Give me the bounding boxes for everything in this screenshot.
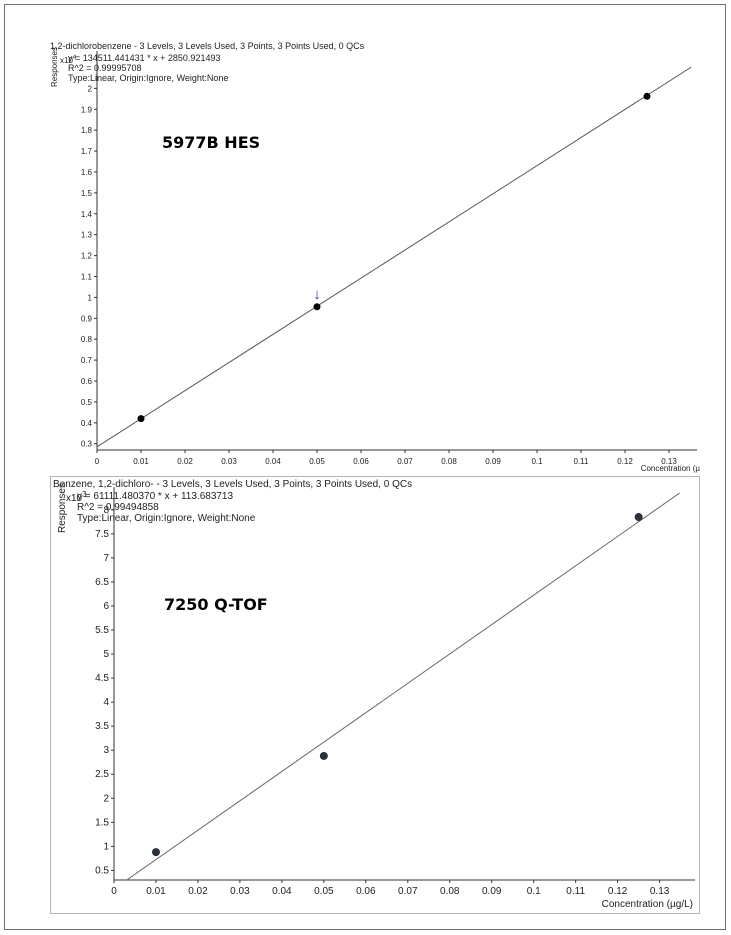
y-tick-label: 1.5 [81, 189, 93, 198]
y-tick-label: 0.6 [81, 377, 93, 386]
y-tick-label: 1.1 [81, 272, 93, 281]
x-tick-label: 0.02 [177, 457, 193, 466]
y-tick-label: 7.5 [95, 529, 109, 540]
y-tick-label: 4.5 [95, 673, 109, 684]
y-tick-label: 1.2 [81, 252, 93, 261]
x-tick-label: 0.08 [440, 886, 460, 897]
x-tick-label: 0.01 [146, 886, 166, 897]
x-tick-label: 0.11 [566, 886, 585, 897]
y-tick-label: 2 [103, 793, 109, 804]
y-tick-label: 0.9 [81, 314, 93, 323]
calibration-plot: 0.5 1 1.5 2 2.5 3 3.5 4 4.5 5 5.5 6 6.5 7 7.5 8 0 0.01 0.0… [57, 483, 695, 910]
x-tick-label: 0.13 [661, 457, 677, 466]
y-tick-label: 0.5 [81, 398, 93, 407]
calibration-plot: 0.3 0.4 0.5 0.6 0.7 0.8 0.9 1 1.1 1.2 1.3 1.4 1.5 1.6… [50, 47, 700, 473]
x-tick-label: 0.07 [398, 886, 418, 897]
y-tick-label: 2.5 [95, 769, 109, 780]
y-tick-label: 4 [103, 697, 109, 708]
data-point [643, 92, 651, 100]
y-tick-label: 0.4 [81, 419, 93, 428]
y-tick-label: 1.8 [81, 126, 93, 135]
x-tick-label: 0.06 [353, 457, 369, 466]
data-point [634, 513, 643, 522]
x-tick-label: 0.09 [482, 886, 502, 897]
x-tick-label: 0.04 [265, 457, 281, 466]
y-tick-label: 8 [103, 505, 109, 516]
x-tick-label: 0.01 [133, 457, 149, 466]
x-tick-label: 0.13 [650, 886, 670, 897]
y-tick-label: 1.3 [81, 231, 93, 240]
y-tick-label: 0.8 [81, 335, 93, 344]
x-tick-label: 0.1 [531, 457, 543, 466]
calibration-panel-top: 1,2-dichlorobenzene - 3 Levels, 3 Levels… [50, 37, 700, 474]
y-tick-label: 3.5 [95, 721, 109, 732]
data-point [313, 303, 321, 311]
calibration-panel-bottom: Benzene, 1,2-dichloro- - 3 Levels, 3 Lev… [50, 476, 700, 914]
y-multiplier: x104 [60, 55, 77, 65]
x-tick-label: 0.1 [527, 886, 541, 897]
fit-type: Type:Linear, Origin:Ignore, Weight:None [68, 73, 229, 83]
x-tick-label: 0.09 [485, 457, 501, 466]
y-multiplier: x103 [66, 490, 87, 504]
r-squared: R^2 = 0.99995708 [68, 63, 142, 73]
x-tick-label: 0.02 [188, 886, 208, 897]
x-axis-label: Concentration (µ [641, 464, 700, 473]
x-tick-label: 0.12 [608, 886, 628, 897]
x-tick-label: 0.03 [230, 886, 250, 897]
data-point [319, 751, 328, 760]
instrument-label: 7250 Q-TOF [164, 595, 268, 614]
fit-line [96, 66, 692, 448]
fit-type: Type:Linear, Origin:Ignore, Weight:None [77, 513, 256, 524]
data-point [137, 415, 145, 423]
chart-title: Benzene, 1,2-dichloro- - 3 Levels, 3 Lev… [53, 479, 413, 490]
data-point [151, 848, 160, 857]
x-tick-label: 0.06 [356, 886, 376, 897]
y-tick-label: 5.5 [95, 625, 109, 636]
r-squared: R^2 = 0.99494858 [77, 502, 159, 513]
x-tick-label: 0.12 [617, 457, 633, 466]
y-tick-label: 1.7 [81, 147, 93, 156]
x-tick-label: 0.08 [441, 457, 457, 466]
instrument-label: 5977B HES [162, 133, 261, 152]
x-tick-label: 0 [111, 886, 117, 897]
y-tick-label: 1 [88, 293, 93, 302]
y-tick-label: 0.3 [81, 440, 93, 449]
y-axis-label: Responses [57, 483, 68, 533]
x-tick-label: 0.11 [574, 457, 590, 466]
y-tick-label: 2 [88, 84, 93, 93]
y-tick-label: 1 [103, 841, 109, 852]
x-tick-label: 0.05 [309, 457, 325, 466]
x-tick-label: 0.04 [272, 886, 292, 897]
y-tick-label: 7 [103, 553, 109, 564]
y-tick-label: 6.5 [95, 577, 109, 588]
selection-arrow-icon: ↓ [313, 286, 321, 303]
y-tick-label: 0.7 [81, 356, 93, 365]
fit-equation: y = 134511.441431 * x + 2850.921493 [68, 53, 221, 63]
fit-equation: y = 61111.480370 * x + 113.683713 [77, 491, 234, 502]
y-tick-label: 6 [103, 601, 109, 612]
y-tick-label: 0.5 [95, 865, 109, 876]
y-tick-label: 1.4 [81, 210, 93, 219]
fit-line [126, 492, 680, 881]
x-tick-label: 0.03 [221, 457, 237, 466]
x-tick-label: 0 [95, 457, 100, 466]
x-tick-label: 0.05 [314, 886, 334, 897]
x-axis-label: Concentration (µg/L) [602, 899, 693, 910]
chart-title: 1,2-dichlorobenzene - 3 Levels, 3 Levels… [50, 41, 365, 51]
y-tick-label: 1.5 [95, 817, 109, 828]
y-tick-label: 3 [103, 745, 109, 756]
x-tick-label: 0.07 [397, 457, 413, 466]
y-tick-label: 1.6 [81, 168, 93, 177]
y-axis-label: Responses [50, 47, 59, 87]
y-tick-label: 5 [103, 649, 109, 660]
y-tick-label: 1.9 [81, 105, 93, 114]
